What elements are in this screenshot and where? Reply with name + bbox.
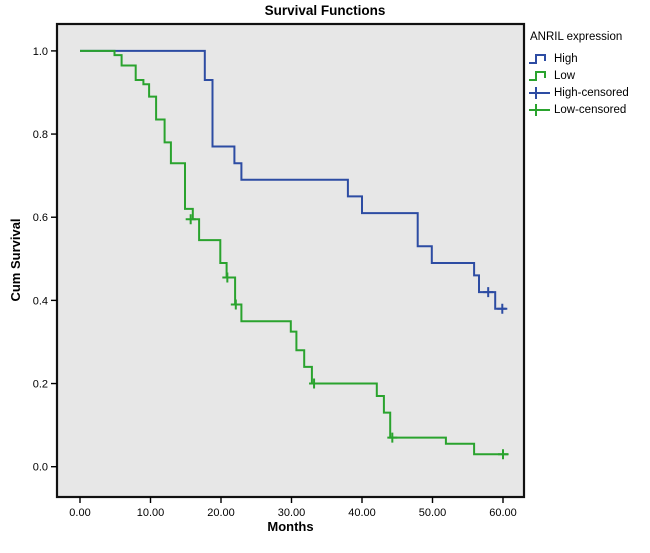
- legend-label-high: High: [554, 52, 578, 65]
- x-tick-label: 30.00: [278, 507, 306, 519]
- censor-mark-high: [483, 287, 494, 298]
- legend-item-low: Low: [528, 67, 650, 84]
- legend-title: ANRIL expression: [530, 31, 623, 43]
- plot-frame: [55, 22, 526, 499]
- x-tick-label: 20.00: [207, 507, 235, 519]
- y-tick-label: 0.4: [33, 295, 48, 307]
- step-line-icon: [529, 70, 546, 81]
- legend-item-high: High: [528, 50, 650, 67]
- censor-mark-low: [230, 299, 241, 310]
- y-tick-label: 0.6: [33, 212, 48, 224]
- censor-mark-low: [222, 272, 233, 283]
- censor-cross-glyph: [529, 86, 550, 99]
- x-tick-label: 0.00: [69, 507, 90, 519]
- x-tick-label: 60.00: [489, 507, 517, 519]
- chart-title: Survival Functions: [264, 3, 386, 18]
- legend-item-low-censored: Low-censored: [528, 101, 650, 118]
- legend-label-low: Low: [554, 69, 576, 82]
- censor-cross-icon: [529, 103, 550, 116]
- y-tick-label: 1.0: [33, 46, 48, 58]
- x-axis-label: Months: [267, 519, 314, 534]
- censor-mark-low: [498, 449, 508, 460]
- legend-label-low-censored: Low-censored: [554, 103, 627, 116]
- step-line-glyph: [529, 70, 546, 81]
- y-axis-label: Cum Survival: [8, 218, 23, 302]
- y-tick-label: 0.2: [33, 379, 48, 391]
- censor-cross-glyph: [529, 103, 550, 116]
- survival-curve-low: [80, 49, 509, 456]
- plot-area: [57, 24, 524, 497]
- step-line-glyph: [529, 53, 546, 64]
- x-tick-label: 40.00: [348, 507, 376, 519]
- censor-mark-low: [387, 432, 398, 443]
- y-tick-label: 0.0: [33, 462, 48, 474]
- legend: ANRIL expression High Low High-censored …: [528, 31, 650, 118]
- step-line-icon: [529, 53, 546, 64]
- censor-mark-low: [185, 214, 196, 225]
- x-tick-label: 50.00: [419, 507, 447, 519]
- legend-item-high-censored: High-censored: [528, 84, 650, 101]
- censor-mark-high: [497, 303, 508, 314]
- censor-cross-icon: [529, 86, 550, 99]
- legend-label-high-censored: High-censored: [554, 86, 629, 99]
- y-tick-label: 0.8: [33, 129, 48, 141]
- x-tick-label: 10.00: [137, 507, 165, 519]
- censor-mark-low: [309, 378, 320, 389]
- survival-curve-high: [80, 49, 506, 310]
